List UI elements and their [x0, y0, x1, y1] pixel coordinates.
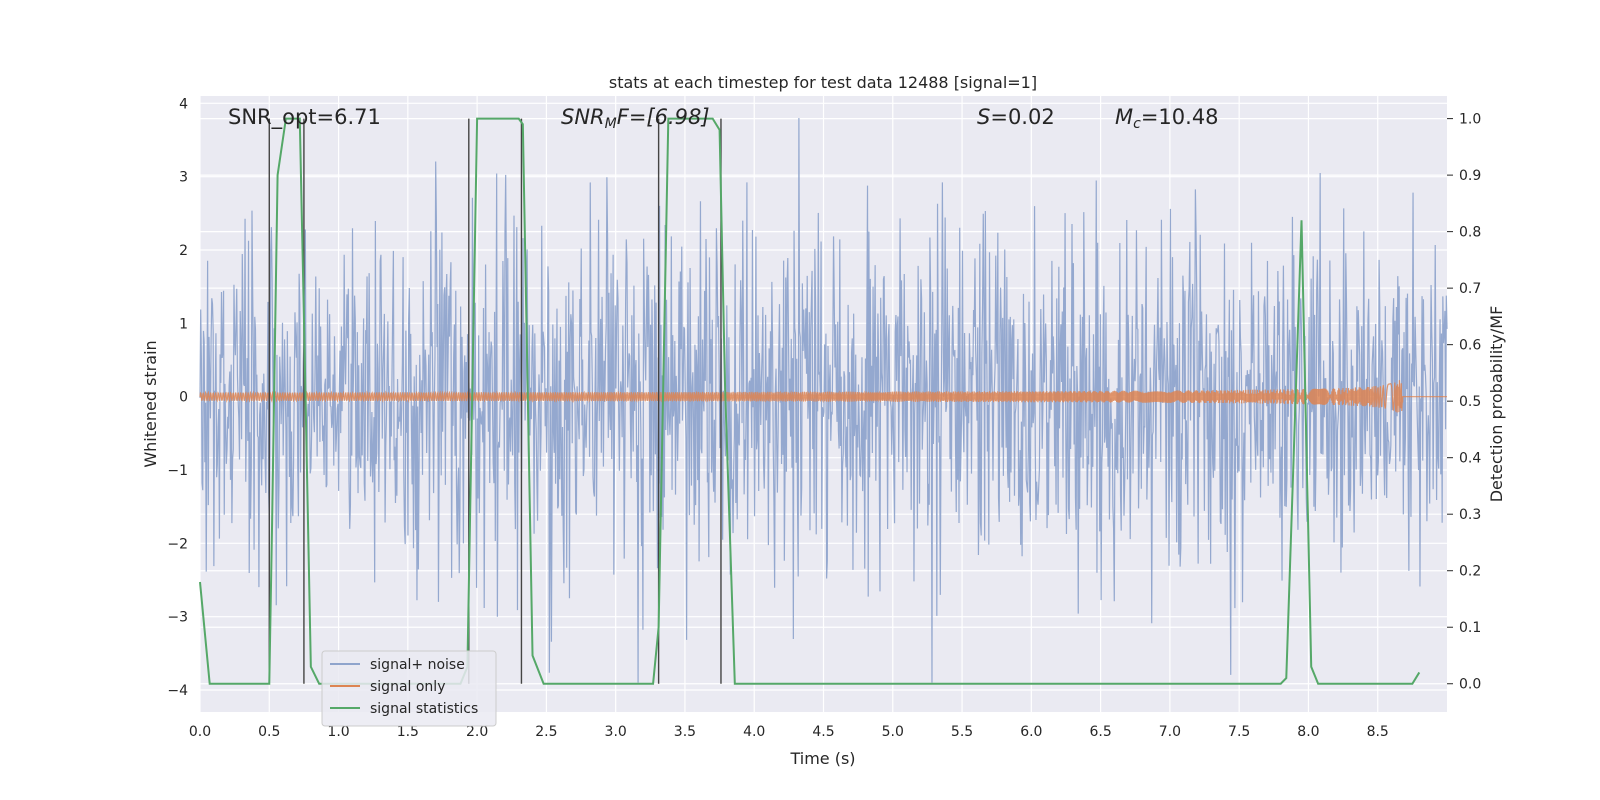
x-tick-label: 3.5	[674, 724, 696, 740]
annotation-mc-rest: =10.48	[1141, 105, 1219, 129]
annotation-mc: Mc=10.48	[1115, 105, 1219, 132]
annotation-mc-main: M	[1115, 105, 1133, 129]
annotation-snr-opt: SNR_opt=6.71	[228, 105, 381, 130]
signal-statistics-series	[199, 117, 1421, 685]
x-tick-label: 3.0	[605, 724, 627, 740]
annotation-mc-sub: c	[1133, 116, 1141, 132]
legend: signal+ noise signal only signal statist…	[321, 650, 497, 727]
x-tick-label: 2.5	[535, 724, 557, 740]
x-tick-label: 7.5	[1228, 724, 1250, 740]
y-tick-label: 4	[179, 96, 188, 112]
y-tick-label: −1	[167, 463, 188, 479]
y2-tick-label: 0.4	[1459, 451, 1481, 467]
y-tick-label: −3	[167, 610, 188, 626]
x-tick-label: 8.5	[1367, 724, 1389, 740]
annotation-snr-mf-rest: F=[6.98]	[617, 105, 710, 129]
x-tick-label: 2.0	[466, 724, 488, 740]
y2-tick-label: 0.3	[1459, 507, 1481, 523]
y2-axis-label: Detection probability/MF	[1487, 306, 1506, 503]
y-axis-label: Whitened strain	[141, 340, 160, 467]
y-tick-label: 0	[179, 390, 188, 406]
y2-tick-label: 0.2	[1459, 564, 1481, 580]
x-tick-label: 0.5	[258, 724, 280, 740]
x-tick-label: 4.0	[743, 724, 765, 740]
y-tick-label: −2	[167, 536, 188, 552]
legend-label-signal-only: signal only	[370, 679, 445, 695]
legend-box	[321, 650, 497, 727]
x-tick-label: 5.0	[882, 724, 904, 740]
annotation-s-main: S	[977, 105, 990, 129]
y-tick-label: 3	[179, 170, 188, 186]
y-tick-labels: 4 3 2 1 0 −1 −2 −3 −4	[167, 96, 188, 699]
x-tick-label: 6.5	[1089, 724, 1111, 740]
annotation-snr-mf-sub: M	[605, 116, 617, 132]
legend-label-signal-noise: signal+ noise	[370, 657, 465, 673]
signal-noise-line	[199, 117, 1448, 683]
y2-tick-label: 0.8	[1459, 225, 1481, 241]
signal-only-series	[199, 380, 1447, 413]
annotation-snr-mf-main: SNR	[561, 105, 605, 129]
x-tick-label: 7.0	[1159, 724, 1181, 740]
y2-tick-label: 0.6	[1459, 338, 1481, 354]
y2-tick-labels: 1.0 0.9 0.8 0.7 0.6 0.5 0.4 0.3 0.2 0.1 0.0	[1447, 112, 1481, 693]
y2-tick-label: 0.0	[1459, 677, 1481, 693]
y-tick-label: 2	[179, 243, 188, 259]
y2-tick-label: 1.0	[1459, 112, 1481, 128]
x-tick-labels: 0.0 0.5 1.0 1.5 2.0 2.5 3.0 3.5 4.0 4.5 5.0 5.5 6.0 6…	[189, 724, 1389, 740]
annotation-s-rest: =0.02	[990, 105, 1054, 129]
x-tick-label: 5.5	[951, 724, 973, 740]
x-axis-label: Time (s)	[789, 749, 855, 768]
y-tick-label: −4	[167, 683, 188, 699]
signal-statistics-line	[199, 117, 1421, 685]
x-tick-label: 1.5	[397, 724, 419, 740]
annotation-snr-mf: SNRMF=[6.98]	[561, 105, 710, 132]
y2-tick-label: 0.5	[1459, 394, 1481, 410]
x-tick-label: 1.0	[327, 724, 349, 740]
x-tick-label: 8.0	[1297, 724, 1319, 740]
x-tick-label: 0.0	[189, 724, 211, 740]
y2-tick-label: 0.9	[1459, 168, 1481, 184]
y2-tick-label: 0.1	[1459, 620, 1481, 636]
signal-only-line	[199, 380, 1447, 413]
legend-label-signal-statistics: signal statistics	[370, 701, 478, 717]
annotation-s: S=0.02	[977, 105, 1055, 129]
y-tick-label: 1	[179, 316, 188, 332]
y2-tick-label: 0.7	[1459, 281, 1481, 297]
x-tick-label: 6.0	[1020, 724, 1042, 740]
chart-title: stats at each timestep for test data 124…	[609, 73, 1037, 92]
signal-noise-series	[199, 117, 1448, 683]
x-tick-label: 4.5	[812, 724, 834, 740]
